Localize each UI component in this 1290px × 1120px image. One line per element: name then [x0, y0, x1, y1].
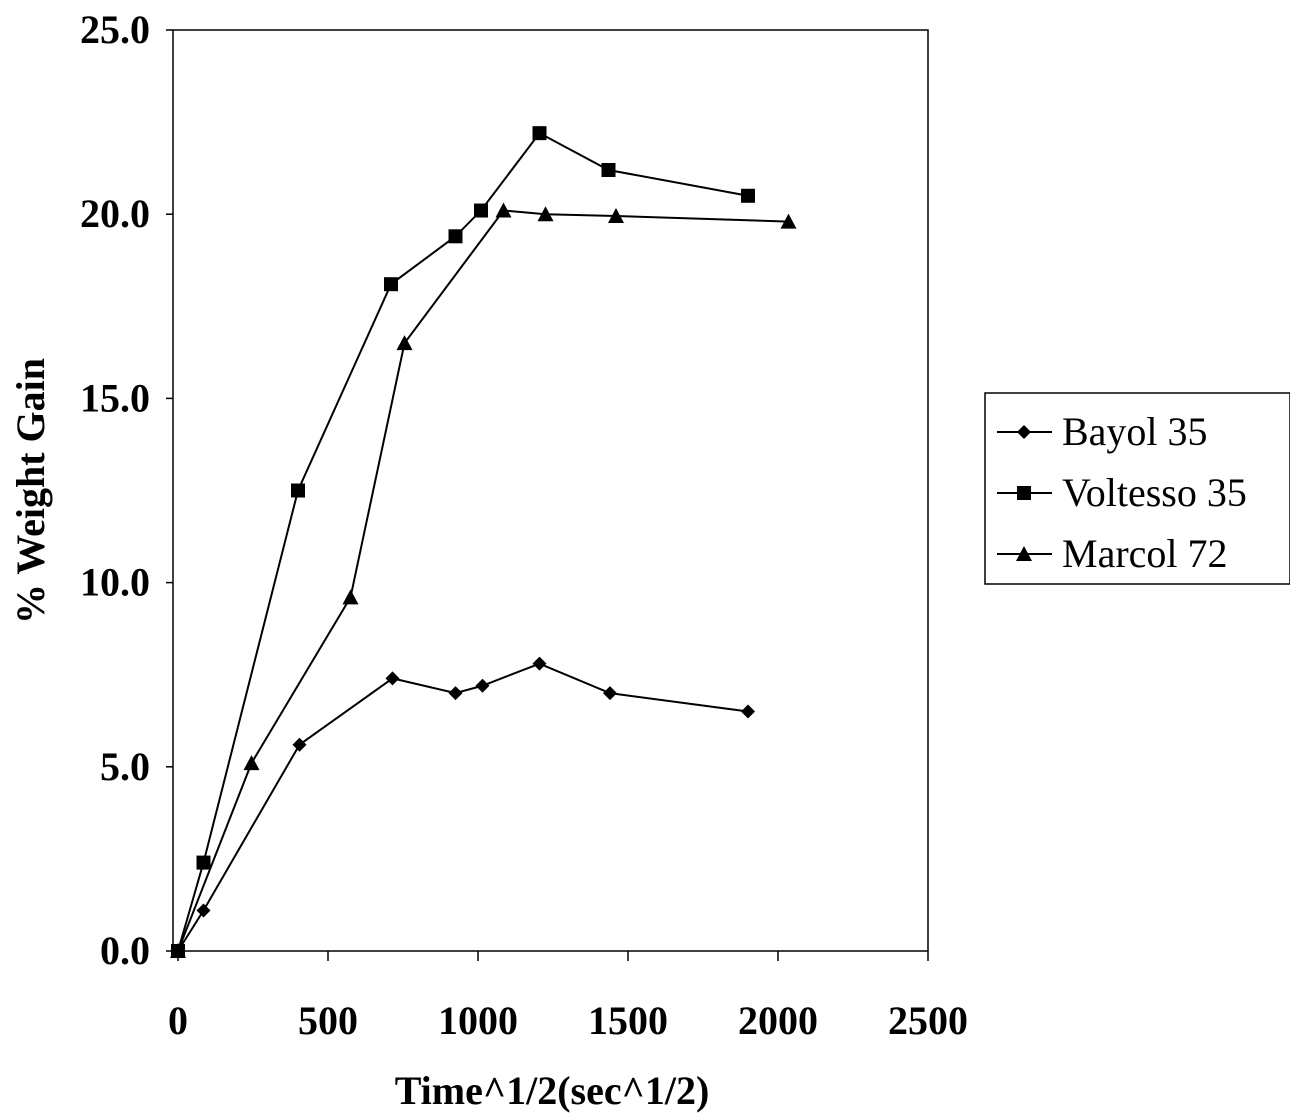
data-point-bayol-35 — [196, 903, 211, 918]
data-point-bayol-35 — [741, 704, 755, 719]
series-layer — [170, 126, 797, 958]
legend-marker-diamond — [1017, 425, 1031, 439]
x-tick-label: 1000 — [438, 998, 518, 1043]
legend-marker-triangle — [1016, 546, 1032, 561]
data-point-voltesso-35 — [741, 188, 755, 203]
x-tick-label: 0 — [168, 998, 188, 1043]
y-axis-ticks: 0.0 5.0 10.0 15.0 20.0 25.0 — [80, 7, 173, 973]
data-point-marcol-72 — [608, 208, 624, 224]
y-tick-label: 15.0 — [80, 375, 150, 420]
data-point-bayol-35 — [385, 671, 400, 686]
data-point-voltesso-35 — [384, 277, 398, 292]
series-marcol-72 — [170, 202, 797, 958]
data-point-voltesso-35 — [196, 855, 211, 870]
legend: Bayol 35 Voltesso 35 Marcol 72 — [984, 392, 1290, 585]
data-point-bayol-35 — [532, 656, 547, 671]
x-tick-label: 1500 — [588, 998, 668, 1043]
y-tick-label: 0.0 — [100, 928, 150, 973]
legend-items: Bayol 35 Voltesso 35 Marcol 72 — [997, 409, 1247, 576]
data-point-voltesso-35 — [474, 203, 488, 218]
x-tick-label: 2000 — [738, 998, 818, 1043]
data-point-bayol-35 — [292, 737, 307, 752]
x-tick-label: 500 — [298, 998, 358, 1043]
data-point-marcol-72 — [243, 755, 260, 771]
data-point-marcol-72 — [495, 202, 512, 218]
data-point-marcol-72 — [780, 213, 797, 229]
legend-item-voltesso-35: Voltesso 35 — [997, 470, 1247, 515]
data-point-voltesso-35 — [291, 483, 305, 498]
legend-label: Voltesso 35 — [1062, 470, 1247, 515]
data-point-voltesso-35 — [448, 229, 463, 244]
legend-label: Bayol 35 — [1062, 409, 1208, 454]
legend-box — [984, 392, 1290, 585]
data-point-marcol-72 — [396, 335, 413, 351]
data-point-marcol-72 — [537, 206, 554, 222]
data-point-bayol-35 — [448, 686, 463, 701]
y-tick-label: 5.0 — [100, 744, 150, 789]
y-tick-label: 10.0 — [80, 560, 150, 605]
data-point-voltesso-35 — [601, 162, 616, 177]
x-axis-title: Time^1/2(sec^1/2) — [395, 1068, 710, 1113]
legend-label: Marcol 72 — [1062, 531, 1228, 576]
data-point-marcol-72 — [342, 589, 359, 605]
legend-item-marcol-72: Marcol 72 — [997, 531, 1228, 576]
legend-item-bayol-35: Bayol 35 — [997, 409, 1208, 454]
plot-area — [172, 29, 929, 952]
y-tick-label: 25.0 — [80, 7, 150, 52]
series-line-marcol-72 — [177, 209, 789, 952]
data-point-voltesso-35 — [532, 126, 547, 141]
data-point-bayol-35 — [475, 678, 490, 693]
x-axis-ticks: 0 500 1000 1500 2000 2500 — [168, 951, 968, 1043]
legend-marker-square — [1017, 486, 1031, 500]
x-tick-label: 2500 — [888, 998, 968, 1043]
data-point-bayol-35 — [603, 686, 617, 701]
y-axis-title: % Weight Gain — [8, 358, 53, 624]
data-point-marcol-72 — [170, 943, 186, 958]
y-tick-label: 20.0 — [80, 191, 150, 236]
